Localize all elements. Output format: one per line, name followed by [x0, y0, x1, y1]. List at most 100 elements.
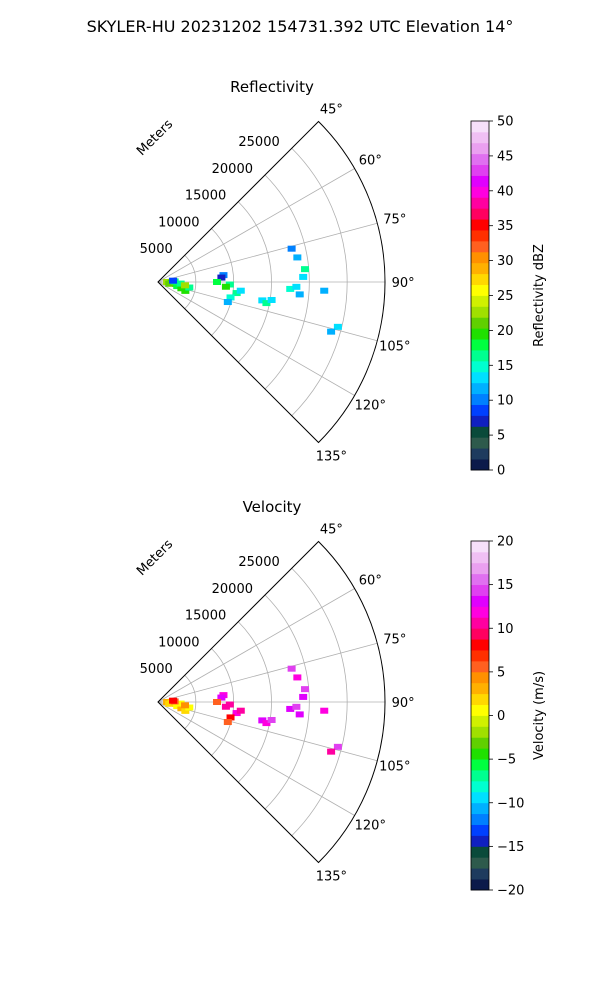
colorbar-tick-label: 15	[497, 578, 514, 593]
colorbar-segment	[471, 813, 489, 825]
colorbar-segment	[471, 562, 489, 575]
colorbar-segment	[471, 628, 489, 640]
colorbar-tick-label: 0	[497, 464, 505, 479]
radar-echo	[333, 323, 342, 330]
colorbar-segment	[471, 595, 489, 607]
colorbar-segment	[471, 306, 489, 318]
colorbar-segment	[471, 219, 489, 231]
radar-echo	[185, 704, 194, 711]
colorbar-label: Reflectivity dBZ	[532, 244, 547, 347]
azimuth-tick-label: 90°	[392, 696, 415, 711]
radar-echo	[217, 274, 226, 281]
colorbar-tick-label: 10	[497, 622, 514, 637]
colorbar-segment	[471, 551, 489, 564]
colorbar-segment	[471, 868, 489, 880]
colorbar-tick-label: 40	[497, 184, 514, 199]
radar-echo	[223, 719, 232, 726]
radar-echo	[293, 254, 302, 261]
colorbar-segment	[471, 791, 489, 804]
colorbar-label: Velocity (m/s)	[532, 671, 547, 760]
radar-echo	[299, 273, 308, 280]
radar-echo	[223, 299, 232, 306]
colorbar-segment	[471, 715, 489, 727]
radar-echo	[287, 245, 296, 252]
azimuth-tick-label: 135°	[316, 869, 347, 884]
colorbar-segment	[471, 415, 489, 427]
azimuth-tick-label: 75°	[383, 633, 406, 648]
colorbar-segment	[471, 437, 489, 449]
colorbar-segment	[471, 339, 489, 351]
radar-echo	[292, 703, 301, 710]
colorbar-tick-label: 30	[497, 254, 514, 269]
colorbar-segment	[471, 404, 489, 416]
reflectivity-panel: Reflectivity 5000 10000 15000 20000 25000 45° 6…	[134, 78, 547, 479]
colorbar-segment	[471, 186, 489, 198]
colorbar-segment	[471, 273, 489, 285]
azimuth-tick-label: 105°	[379, 339, 410, 354]
colorbar-segment	[471, 759, 489, 771]
colorbar-segment	[471, 121, 489, 133]
radar-echo	[258, 717, 267, 724]
colorbar-tick-label: 20	[497, 324, 514, 339]
colorbar-segment	[471, 208, 489, 220]
azimuth-tick-label: 135°	[316, 449, 347, 464]
colorbar-tick-label: 50	[497, 115, 514, 130]
velocity-panel: Velocity 5000 10000 15000 20000 25000 45° 60° 75…	[134, 498, 547, 899]
colorbar-tick-label: −20	[497, 884, 524, 899]
radar-echo	[232, 710, 241, 717]
radar-echo	[287, 665, 296, 672]
range-tick-label: 25000	[238, 555, 279, 570]
colorbar-segment	[471, 748, 489, 760]
radar-echo	[258, 297, 267, 304]
radar-echo	[176, 700, 185, 707]
radar-echo	[221, 283, 230, 290]
radar-echo	[169, 277, 178, 284]
colorbar-tick-label: −5	[497, 753, 516, 768]
azimuth-gridline	[157, 168, 355, 283]
radar-echo	[176, 280, 185, 287]
azimuth-gridline	[157, 281, 355, 396]
radar-echo	[300, 266, 309, 273]
colorbar-segment	[471, 328, 489, 340]
colorbar-segment	[471, 617, 489, 629]
colorbar-tick-label: 5	[497, 429, 505, 444]
colorbar-segment	[471, 780, 489, 793]
colorbar-segment	[471, 382, 489, 395]
azimuth-tick-label: 90°	[392, 276, 415, 291]
radar-echo	[181, 707, 190, 714]
colorbar-segment	[471, 573, 489, 586]
azimuth-tick-label: 45°	[320, 103, 343, 118]
azimuth-gridline	[157, 701, 378, 762]
colorbar-segment	[471, 650, 489, 662]
colorbar-segment	[471, 426, 489, 438]
radar-echo	[286, 285, 295, 292]
radar-echo	[300, 686, 309, 693]
radar-echo	[320, 707, 329, 714]
radar-echo	[213, 279, 222, 285]
colorbar-segment	[471, 693, 489, 705]
colorbar-segment	[471, 317, 489, 329]
range-tick-label: 10000	[158, 635, 199, 650]
radar-echo	[299, 693, 308, 700]
azimuth-tick-label: 60°	[359, 153, 382, 168]
radar-echo	[295, 711, 304, 718]
azimuth-gridline	[157, 281, 378, 342]
range-axis-label: Meters	[134, 537, 176, 579]
radar-echo	[286, 705, 295, 712]
radar-echo	[232, 290, 241, 297]
range-tick-label: 20000	[212, 162, 253, 177]
radar-echo	[226, 714, 235, 721]
colorbar-segment	[471, 857, 489, 869]
colorbar-segment	[471, 142, 489, 155]
colorbar-segment	[471, 835, 489, 847]
colorbar-tick-label: −15	[497, 840, 524, 855]
colorbar-segment	[471, 131, 489, 144]
radar-echo	[262, 300, 271, 307]
range-tick-label: 10000	[158, 215, 199, 230]
azimuth-tick-label: 105°	[379, 759, 410, 774]
colorbar-tick-label: 20	[497, 535, 514, 550]
colorbar-segment	[471, 393, 489, 405]
colorbar-segment	[471, 824, 489, 836]
colorbar-segment	[471, 240, 489, 253]
colorbar-segment	[471, 197, 489, 209]
